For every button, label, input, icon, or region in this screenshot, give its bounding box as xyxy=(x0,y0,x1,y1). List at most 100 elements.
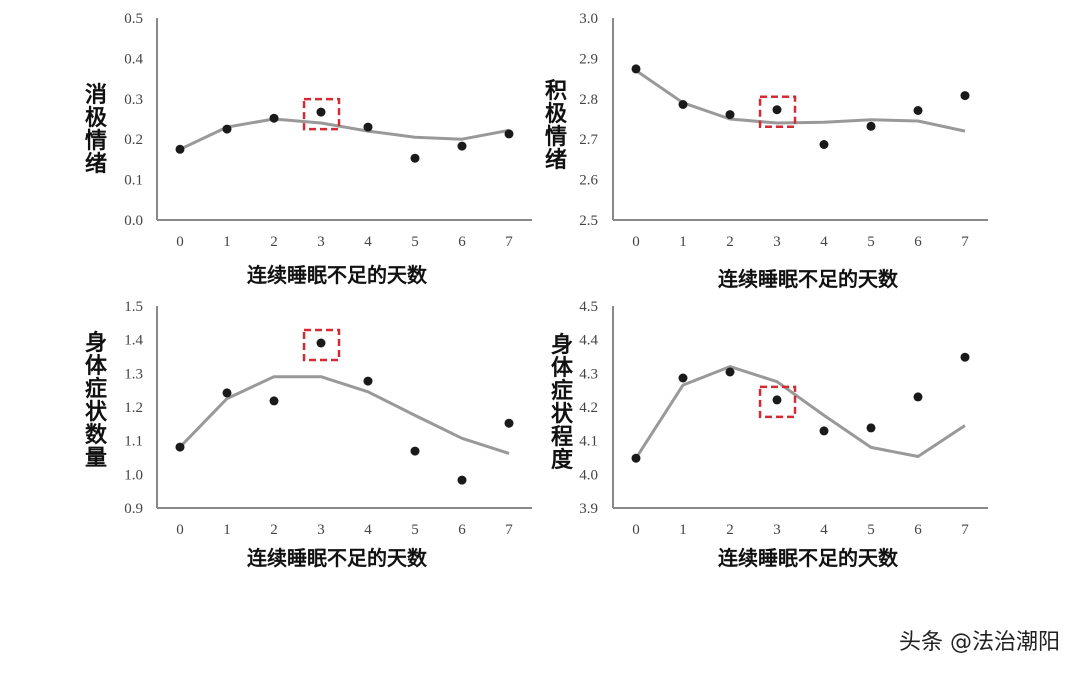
data-point xyxy=(175,144,185,154)
data-point xyxy=(363,122,373,132)
y-tick-label: 1.0 xyxy=(124,467,143,483)
data-point xyxy=(504,129,514,139)
data-point xyxy=(316,338,326,348)
x-tick-label: 5 xyxy=(867,522,875,538)
x-tick-label: 0 xyxy=(176,234,184,250)
y-tick-label: 0.1 xyxy=(124,173,143,189)
y-tick-label: 2.5 xyxy=(579,213,598,229)
data-point xyxy=(960,352,970,362)
data-point xyxy=(772,105,782,115)
x-tick-label: 6 xyxy=(914,522,922,538)
x-axis-title: 连续睡眠不足的天数 xyxy=(247,263,427,287)
x-tick-label: 2 xyxy=(270,522,278,538)
x-tick-label: 4 xyxy=(364,522,372,538)
y-tick-label: 1.5 xyxy=(124,299,143,315)
y-tick-label: 2.7 xyxy=(579,132,598,148)
y-tick-label: 0.9 xyxy=(124,501,143,517)
data-point xyxy=(222,124,232,134)
x-tick-label: 6 xyxy=(458,234,466,250)
x-tick-label: 3 xyxy=(317,522,325,538)
y-axis-title: 消极情绪 xyxy=(84,83,107,177)
data-point xyxy=(960,91,970,101)
data-point xyxy=(772,395,782,405)
data-point xyxy=(269,113,279,123)
watermark: 头条 @法治潮阳 xyxy=(899,630,1060,655)
y-tick-label: 1.1 xyxy=(124,434,143,450)
data-point xyxy=(913,106,923,115)
chart-physical-symptom-count: 身体症状数量 0.9 1.0 1.1 1.2 1.3 1.4 1.5 0 1 2 3 4 5 6 7 连续睡… xyxy=(0,290,540,590)
x-tick-label: 2 xyxy=(726,522,734,538)
plot-area: 0.9 1.0 1.1 1.2 1.3 1.4 1.5 0 1 2 3 4 5 6 7 xyxy=(124,299,532,538)
y-tick-label: 4.3 xyxy=(579,366,598,382)
y-tick-label: 3.0 xyxy=(579,11,598,27)
chart-negative-emotion: 消极情绪 0.0 0.1 0.2 0.3 0.4 0.5 0 1 2 3 4 5 6 7 连续睡眠不足的天… xyxy=(0,0,540,290)
data-point xyxy=(457,141,467,151)
data-point xyxy=(819,426,829,436)
plot-area: 0.0 0.1 0.2 0.3 0.4 0.5 0 1 2 3 4 5 6 7 xyxy=(124,11,532,250)
data-point xyxy=(913,392,923,402)
data-point xyxy=(678,100,688,109)
x-tick-label: 2 xyxy=(726,234,734,250)
data-point xyxy=(222,388,232,398)
y-tick-label: 2.6 xyxy=(579,173,598,189)
plot-area: 2.5 2.6 2.7 2.8 2.9 3.0 0 1 2 3 4 5 6 7 xyxy=(579,11,988,250)
y-tick-label: 0.4 xyxy=(124,51,143,67)
data-point xyxy=(504,418,514,428)
x-axis-title: 连续睡眠不足的天数 xyxy=(718,546,898,570)
x-tick-label: 1 xyxy=(223,234,231,250)
y-tick-label: 4.4 xyxy=(579,333,598,349)
x-tick-label: 6 xyxy=(458,522,466,538)
y-tick-label: 4.0 xyxy=(579,467,598,483)
fitted-line xyxy=(634,365,966,460)
x-tick-label: 5 xyxy=(867,234,875,250)
data-point xyxy=(631,64,641,74)
x-tick-label: 2 xyxy=(270,234,278,250)
data-point xyxy=(363,376,373,386)
x-tick-label: 5 xyxy=(411,522,419,538)
data-point xyxy=(866,423,876,433)
data-point xyxy=(678,373,688,383)
y-axis-title: 身体症状数量 xyxy=(84,331,107,471)
x-tick-label: 7 xyxy=(505,522,513,538)
y-tick-label: 0.3 xyxy=(124,92,143,108)
fitted-line xyxy=(178,375,510,455)
x-tick-label: 5 xyxy=(411,234,419,250)
data-point xyxy=(457,475,467,485)
y-tick-label: 1.3 xyxy=(124,366,143,382)
x-tick-label: 4 xyxy=(820,234,828,250)
y-tick-label: 4.1 xyxy=(579,434,598,450)
data-point xyxy=(866,121,876,131)
y-tick-label: 4.2 xyxy=(579,400,598,416)
y-tick-label: 2.8 xyxy=(579,92,598,108)
data-point xyxy=(269,396,279,406)
fitted-line xyxy=(179,117,510,151)
x-tick-label: 0 xyxy=(176,522,184,538)
x-tick-label: 1 xyxy=(679,522,687,538)
plot-area: 3.9 4.0 4.1 4.2 4.3 4.4 4.5 0 1 2 3 4 5 6 7 xyxy=(579,299,988,538)
y-tick-label: 0.2 xyxy=(124,132,143,148)
y-axis-title: 身体症状程度 xyxy=(550,333,573,473)
x-tick-label: 6 xyxy=(914,234,922,250)
x-tick-label: 4 xyxy=(820,522,828,538)
y-tick-label: 0.0 xyxy=(124,213,143,229)
x-tick-label: 7 xyxy=(505,234,513,250)
data-point xyxy=(175,442,185,452)
x-tick-label: 3 xyxy=(317,234,325,250)
y-tick-label: 2.9 xyxy=(579,51,598,67)
data-point xyxy=(316,107,326,117)
y-tick-label: 3.9 xyxy=(579,501,598,517)
highlight-dashed-box xyxy=(302,97,341,131)
y-tick-label: 0.5 xyxy=(124,11,143,27)
x-tick-label: 1 xyxy=(223,522,231,538)
x-tick-label: 3 xyxy=(773,234,781,250)
x-tick-label: 3 xyxy=(773,522,781,538)
x-tick-label: 7 xyxy=(961,234,969,250)
data-point xyxy=(819,140,829,149)
highlight-dashed-box xyxy=(758,385,797,419)
x-axis-title: 连续睡眠不足的天数 xyxy=(247,546,427,570)
y-tick-label: 1.2 xyxy=(124,400,143,416)
data-point xyxy=(410,153,420,163)
x-tick-label: 0 xyxy=(632,522,640,538)
data-point xyxy=(725,367,735,377)
